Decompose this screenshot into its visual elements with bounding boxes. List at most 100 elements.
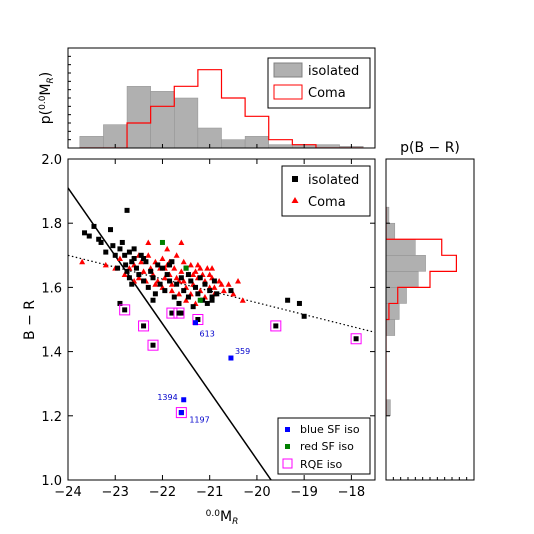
right-isolated-bar bbox=[386, 239, 416, 256]
right-isolated-bar bbox=[386, 271, 419, 288]
main-y-tick-label: 1.0 bbox=[41, 474, 62, 489]
isolated-point bbox=[133, 265, 139, 271]
isolated-point bbox=[190, 304, 196, 310]
main-scatter-panel: 613 359 1394 1197 −24 −23 −22 −21 −20 −19 −18 1.0 1… bbox=[22, 153, 376, 527]
isolated-point bbox=[126, 275, 132, 281]
solid-fit-line bbox=[68, 187, 272, 480]
rqe-point bbox=[173, 307, 185, 319]
coma-point bbox=[138, 258, 145, 265]
coma-point bbox=[168, 287, 175, 294]
isolated-point bbox=[112, 252, 118, 258]
isolated-point bbox=[209, 294, 215, 300]
right-coma-step bbox=[386, 207, 457, 416]
rqe-inner-point bbox=[150, 342, 156, 348]
isolated-point bbox=[207, 288, 213, 294]
rqe-point bbox=[147, 339, 159, 351]
isolated-point bbox=[167, 278, 173, 284]
isolated-point bbox=[228, 288, 234, 294]
isolated-point bbox=[82, 230, 88, 236]
top-legend-isolated-swatch bbox=[273, 62, 303, 78]
main-xlabel-prefix: 0.0 bbox=[206, 509, 221, 519]
rqe-inner-point bbox=[141, 323, 147, 329]
red-sf-point bbox=[183, 265, 189, 271]
rqe-point bbox=[270, 320, 282, 332]
galaxy-id-label: 1197 bbox=[189, 416, 209, 425]
coma-point bbox=[218, 281, 225, 287]
isolated-point bbox=[178, 275, 184, 281]
main-y-tick-label: 1.2 bbox=[41, 410, 62, 425]
rqe-inner-point bbox=[353, 336, 359, 342]
main-y-tick-label: 2.0 bbox=[41, 153, 62, 168]
legend-isolated-marker bbox=[292, 176, 298, 182]
galaxy-id-label: 613 bbox=[200, 330, 215, 339]
rqe-point bbox=[119, 304, 131, 316]
coma-point bbox=[192, 268, 199, 274]
rqe-point bbox=[138, 320, 150, 332]
coma-point bbox=[161, 274, 168, 281]
top-isolated-bar bbox=[150, 91, 175, 148]
isolated-point bbox=[124, 268, 130, 274]
main-xlabel-sub: R bbox=[232, 517, 238, 527]
coma-point bbox=[239, 297, 246, 303]
isolated-point bbox=[86, 233, 92, 239]
red-sf-point bbox=[159, 239, 165, 245]
right-histogram-panel: p(B − R) bbox=[385, 140, 475, 481]
coma-point bbox=[180, 277, 187, 284]
top-legend-isolated-label: isolated bbox=[308, 64, 359, 79]
main-y-tick-label: 1.4 bbox=[41, 346, 62, 361]
legend-blue-sf-label: blue SF iso bbox=[300, 423, 360, 436]
coma-point bbox=[102, 261, 109, 268]
isolated-point bbox=[119, 239, 125, 245]
blue-sf-point bbox=[193, 320, 199, 326]
legend-red-sf-label: red SF iso bbox=[300, 440, 354, 453]
rqe-point bbox=[350, 333, 362, 345]
isolated-point bbox=[167, 262, 173, 268]
coma-point bbox=[235, 277, 242, 284]
top-ylabel-main: M bbox=[38, 83, 54, 95]
isolated-point bbox=[110, 243, 116, 249]
isolated-point bbox=[145, 284, 151, 290]
top-legend: isolated Coma bbox=[267, 57, 371, 109]
main-x-tick-label: −18 bbox=[338, 485, 365, 500]
main-scatter-frame bbox=[67, 158, 376, 481]
isolated-point bbox=[117, 246, 123, 252]
legend-rqe-label: RQE iso bbox=[300, 458, 343, 471]
coma-point bbox=[145, 252, 152, 258]
top-isolated-bar bbox=[126, 86, 151, 148]
isolated-point bbox=[138, 252, 144, 258]
rqe-inner-point bbox=[176, 310, 182, 316]
coma-point bbox=[204, 265, 211, 271]
isolated-point bbox=[150, 297, 156, 303]
isolated-point bbox=[162, 288, 168, 294]
coma-point bbox=[187, 261, 194, 268]
isolated-point bbox=[141, 256, 147, 262]
top-histogram-panel: p(0.0MR) isolated Coma bbox=[38, 47, 376, 149]
isolated-point bbox=[159, 265, 165, 271]
top-isolated-bar bbox=[197, 127, 222, 148]
legend-blue-sf-marker bbox=[285, 427, 290, 432]
coma-point bbox=[168, 281, 175, 287]
main-y-tick-label: 1.6 bbox=[41, 281, 62, 296]
coma-point bbox=[194, 261, 201, 268]
main-xlabel-main: M bbox=[220, 509, 232, 525]
isolated-point bbox=[285, 297, 291, 303]
isolated-point bbox=[150, 275, 156, 281]
isolated-point bbox=[131, 246, 137, 252]
coma-point bbox=[230, 290, 237, 297]
top-histogram-ylabel: p(0.0MR) bbox=[38, 72, 56, 125]
coma-point bbox=[79, 258, 86, 265]
coma-point bbox=[152, 281, 159, 287]
coma-point bbox=[140, 268, 147, 274]
main-x-tick-label: −21 bbox=[196, 485, 223, 500]
isolated-point bbox=[296, 300, 302, 306]
main-legend-bottom: blue SF iso red SF iso RQE iso bbox=[277, 417, 371, 475]
isolated-point bbox=[96, 236, 102, 242]
coma-point bbox=[209, 265, 216, 271]
legend-coma-marker bbox=[291, 197, 299, 203]
coma-point bbox=[216, 277, 223, 284]
isolated-point bbox=[188, 278, 194, 284]
rqe-inner-point bbox=[273, 323, 279, 329]
isolated-point bbox=[197, 275, 203, 281]
isolated-point bbox=[209, 297, 215, 303]
coma-point bbox=[211, 284, 218, 290]
